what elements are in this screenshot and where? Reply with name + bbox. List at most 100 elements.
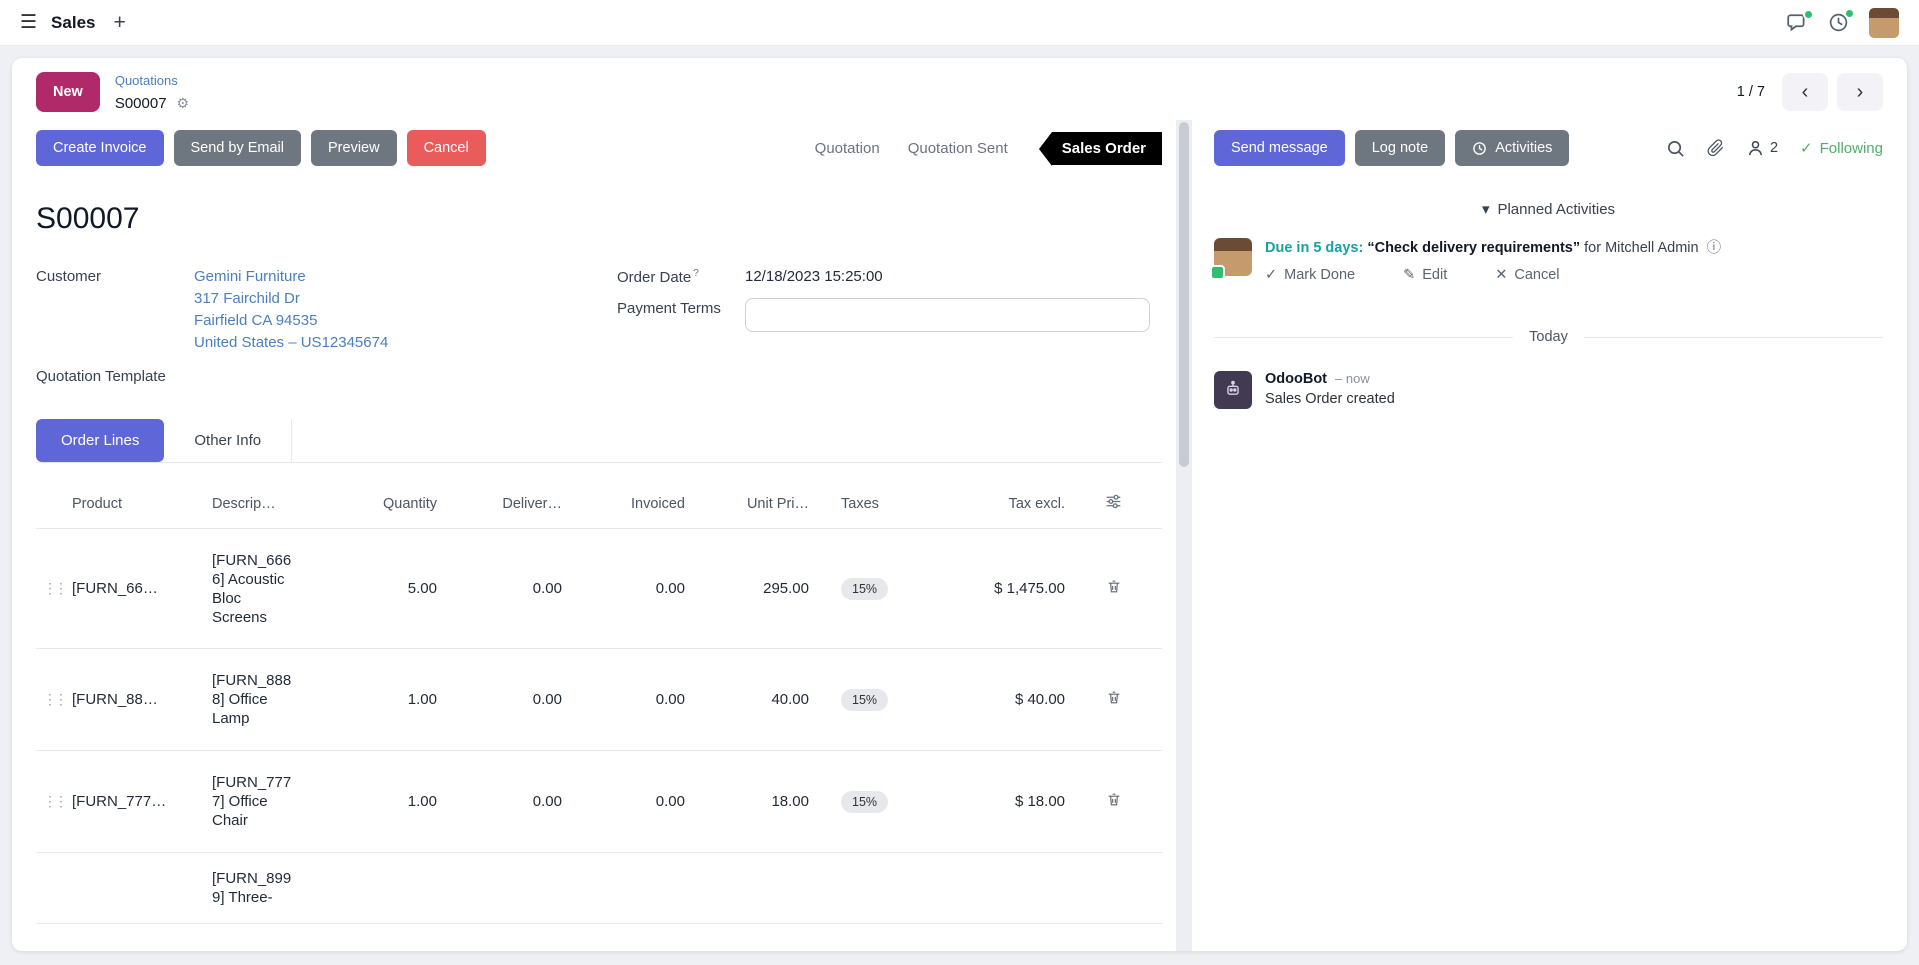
cell-invoiced[interactable]: 0.00	[655, 691, 685, 708]
cell-quantity[interactable]: 1.00	[407, 793, 437, 810]
cell-delivered[interactable]: 0.00	[532, 793, 562, 810]
check-icon: ✓	[1265, 267, 1278, 283]
form-sheet: S00007 Customer Gemini Furniture 317 Fai…	[36, 186, 1162, 951]
hamburger-icon[interactable]: ☰	[20, 12, 38, 33]
order-lines-header: Product Descrip… Quantity Deliver… Invoi…	[36, 487, 1162, 529]
send-by-email-button[interactable]: Send by Email	[173, 130, 301, 166]
pencil-icon: ✎	[1403, 267, 1416, 283]
message-author[interactable]: OdooBot	[1265, 371, 1328, 387]
cell-tax-excl: $ 18.00	[1014, 793, 1065, 810]
attachment-icon[interactable]	[1707, 139, 1725, 157]
delete-row-icon[interactable]	[1065, 578, 1162, 599]
cancel-button[interactable]: Cancel	[406, 130, 486, 166]
cell-description[interactable]: [FURN_7777] Office Chair	[212, 774, 292, 829]
col-delivered: Deliver…	[502, 495, 562, 512]
today-label: Today	[1529, 329, 1568, 345]
cell-product[interactable]: [FURN_88…	[72, 691, 158, 708]
followers-button[interactable]: 2	[1747, 140, 1778, 157]
record-title: S00007	[36, 202, 140, 235]
preview-button[interactable]: Preview	[311, 130, 397, 166]
user-avatar[interactable]	[1869, 7, 1899, 38]
cell-quantity[interactable]: 5.00	[407, 580, 437, 597]
cell-tax-excl: $ 1,475.00	[994, 580, 1065, 597]
robot-icon	[1227, 380, 1239, 395]
cell-product[interactable]: [FURN_66…	[72, 580, 158, 597]
cell-description[interactable]: [FURN_6666] Acoustic Bloc Screens	[212, 551, 292, 626]
delete-row-icon[interactable]	[1065, 689, 1162, 710]
breadcrumb-quotations-link[interactable]: Quotations	[114, 73, 178, 88]
order-date-label: Order Date?	[617, 268, 699, 286]
cell-product[interactable]: [FURN_777…	[72, 793, 167, 810]
action-gear-icon[interactable]: ⚙	[176, 95, 190, 111]
activities-button[interactable]: Activities	[1455, 130, 1570, 166]
activities-badge	[1844, 8, 1855, 19]
new-button[interactable]: New	[36, 72, 100, 112]
cell-unit-price[interactable]: 295.00	[763, 580, 809, 597]
edit-activity-button[interactable]: ✎ Edit	[1403, 267, 1448, 283]
scrollbar-gutter	[1176, 120, 1192, 951]
col-invoiced: Invoiced	[630, 495, 685, 512]
chevron-left-icon: ‹	[1801, 80, 1809, 103]
optional-columns-icon[interactable]	[1065, 493, 1162, 514]
caret-down-icon: ▾	[1481, 201, 1490, 218]
odoobot-avatar	[1214, 371, 1252, 409]
tab-other-info[interactable]: Other Info	[164, 419, 293, 462]
cell-quantity[interactable]: 1.00	[407, 691, 437, 708]
col-product: Product	[72, 495, 122, 512]
activity-due: Due in 5 days:	[1265, 240, 1364, 256]
col-description: Descrip…	[212, 495, 276, 512]
order-date-value[interactable]: 12/18/2023 15:25:00	[745, 268, 883, 285]
send-message-button[interactable]: Send message	[1214, 130, 1345, 166]
tax-badge: 15%	[841, 790, 889, 813]
customer-country-link[interactable]: United States – US12345674	[194, 334, 389, 351]
activities-clock-icon[interactable]	[1828, 8, 1855, 33]
drag-handle-icon[interactable]: ⋮⋮	[43, 793, 68, 809]
activity-status-badge	[1210, 265, 1225, 280]
breadcrumb-current: S00007	[114, 95, 167, 112]
drag-handle-icon[interactable]: ⋮⋮	[43, 580, 68, 596]
create-invoice-button[interactable]: Create Invoice	[36, 130, 164, 166]
drag-handle-icon[interactable]: ⋮⋮	[43, 691, 68, 707]
customer-city-link[interactable]: Fairfield CA 94535	[194, 312, 318, 329]
customer-street-link[interactable]: 317 Fairchild Dr	[194, 290, 300, 307]
cell-unit-price[interactable]: 40.00	[771, 691, 809, 708]
cell-unit-price[interactable]: 18.00	[771, 793, 809, 810]
control-panel: New Quotations S00007 ⚙ 1 / 7 ‹ ›	[12, 58, 1907, 120]
cell-description[interactable]: [FURN_8999] Three-	[212, 870, 292, 906]
planned-activities-header[interactable]: ▾ Planned Activities	[1481, 200, 1616, 219]
scrollbar-thumb[interactable]	[1179, 122, 1189, 467]
app-name[interactable]: Sales	[51, 12, 96, 32]
search-messages-icon[interactable]	[1666, 139, 1685, 158]
status-quotation-sent[interactable]: Quotation Sent	[907, 139, 1008, 157]
pager-next-button[interactable]: ›	[1837, 73, 1883, 111]
statusbar: Quotation Quotation Sent Sales Order	[814, 131, 1162, 166]
message-item: OdooBot – now Sales Order created	[1214, 371, 1883, 409]
cancel-activity-button[interactable]: ✕ Cancel	[1495, 267, 1560, 283]
col-quantity: Quantity	[383, 495, 437, 512]
log-note-button[interactable]: Log note	[1354, 130, 1446, 166]
plus-icon[interactable]: +	[113, 10, 126, 34]
pager-count[interactable]: 1 / 7	[1736, 84, 1765, 100]
following-toggle[interactable]: ✓ Following	[1800, 139, 1883, 158]
cell-description[interactable]: [FURN_8888] Office Lamp	[212, 672, 292, 727]
pager-prev-button[interactable]: ‹	[1782, 73, 1828, 111]
clock-icon	[1473, 141, 1486, 155]
activity-avatar	[1210, 238, 1252, 280]
quotation-template-label[interactable]: Quotation Template	[36, 368, 166, 385]
payment-terms-input[interactable]	[745, 298, 1150, 332]
cell-invoiced[interactable]: 0.00	[655, 793, 685, 810]
cell-taxes: 15%	[809, 688, 939, 711]
mark-done-button[interactable]: ✓ Mark Done	[1265, 267, 1356, 283]
info-icon[interactable]: ⓘ	[1706, 240, 1722, 256]
tab-order-lines[interactable]: Order Lines	[36, 419, 165, 462]
cell-delivered[interactable]: 0.00	[532, 580, 562, 597]
status-sales-order-active[interactable]: Sales Order	[1038, 131, 1162, 166]
messages-icon[interactable]	[1786, 8, 1814, 33]
delete-row-icon[interactable]	[1065, 791, 1162, 812]
cell-invoiced[interactable]: 0.00	[655, 580, 685, 597]
customer-name-link[interactable]: Gemini Furniture	[194, 268, 306, 285]
activity-summary: “Check delivery requirements”	[1367, 240, 1581, 256]
order-date-hint: ?	[693, 268, 699, 279]
cell-delivered[interactable]: 0.00	[532, 691, 562, 708]
status-quotation[interactable]: Quotation	[814, 139, 880, 157]
